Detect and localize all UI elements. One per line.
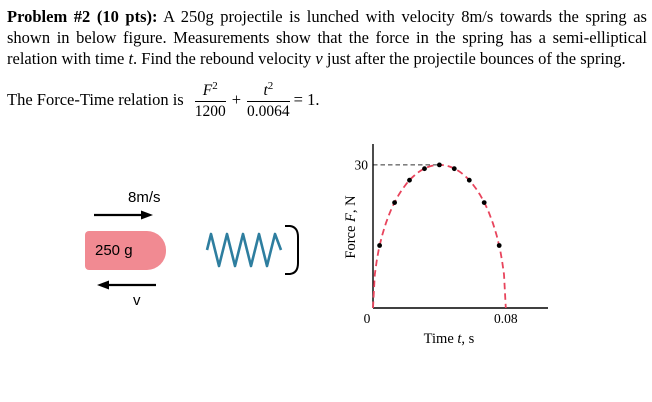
force-time-chart: 30 0 0.08 Time t, s Force F, N	[343, 144, 548, 347]
arrow-right-icon	[94, 210, 153, 220]
rebound-velocity-label: v	[133, 292, 141, 309]
fraction-force-denominator: 1200	[194, 102, 226, 120]
data-point	[496, 243, 502, 248]
fraction-force-numerator: F2	[194, 80, 226, 102]
equation-rhs: = 1.	[293, 90, 320, 109]
data-point	[451, 166, 457, 172]
problem-body-1: A 250g projectile is lunched with veloci…	[7, 7, 647, 68]
x-axis-label: Time t, s	[424, 331, 475, 347]
arrow-left-icon	[97, 280, 156, 290]
wall-bracket-icon	[285, 225, 299, 275]
figure: 8m/s 250 g v 30 0 0.08 Time t	[7, 129, 645, 369]
data-point	[377, 243, 382, 248]
data-point	[422, 166, 427, 172]
equation-prefix: The Force-Time relation is	[7, 90, 184, 109]
fraction-time-denominator: 0.0064	[247, 102, 290, 120]
problem-statement: Problem #2 (10 pts): A 250g projectile i…	[7, 6, 647, 69]
data-point	[437, 162, 442, 168]
fraction-time: t2 0.0064	[247, 80, 290, 120]
data-point	[466, 177, 472, 183]
x-tick-0: 0	[364, 311, 371, 326]
curve-dots	[377, 162, 502, 248]
time-variable: t	[128, 49, 134, 68]
data-point	[407, 177, 412, 183]
force-time-equation: The Force-Time relation is F2 1200 + t2 …	[7, 77, 645, 123]
data-point	[481, 200, 487, 205]
problem-body-2: . Find the rebound velocity	[133, 49, 316, 68]
force-curve	[372, 163, 507, 309]
mass-label: 250 g	[95, 242, 133, 259]
y-axis-label: Force F, N	[343, 195, 359, 259]
fraction-force: F2 1200	[194, 80, 226, 120]
x-tick-008: 0.08	[494, 311, 518, 326]
projectile-block: 250 g	[85, 231, 166, 270]
velocity-variable: v	[315, 49, 323, 68]
spring-assembly	[205, 225, 299, 275]
problem-body-3: just after the projectile bounces of the…	[322, 49, 626, 68]
initial-velocity-label: 8m/s	[128, 189, 161, 206]
spring-coil-icon	[205, 232, 283, 268]
y-tick-30: 30	[355, 157, 369, 172]
plus-operator: +	[231, 90, 242, 109]
data-point	[392, 200, 397, 205]
problem-title: Problem #2 (10 pts):	[7, 7, 158, 26]
fraction-time-numerator: t2	[247, 80, 290, 102]
